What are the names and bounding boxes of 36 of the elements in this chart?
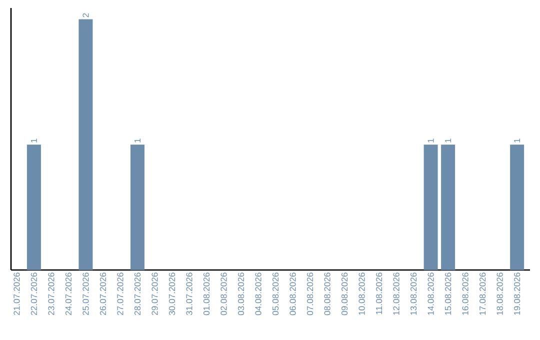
data-label: 1 — [514, 138, 520, 142]
x-tick-label: 25.07.2026 — [82, 272, 89, 316]
x-tick-label: 18.08.2026 — [496, 272, 503, 315]
x-tick-label: 22.07.2026 — [30, 272, 38, 316]
x-tick-label: 03.08.2026 — [238, 272, 244, 316]
data-label: 1 — [134, 138, 140, 142]
data-label: 1 — [445, 138, 452, 142]
x-tick-label: 17.08.2026 — [480, 272, 486, 315]
x-tick-label: 04.08.2026 — [255, 272, 262, 316]
x-tick-label: 02.08.2026 — [220, 272, 227, 316]
x-tick-label: 28.07.2026 — [134, 272, 141, 316]
x-tick-label: 05.08.2026 — [272, 272, 279, 316]
x-tick-label: 09.08.2026 — [341, 272, 348, 316]
x-tick-label: 01.08.2026 — [203, 272, 210, 316]
x-tick-label: 19.08.2026 — [514, 272, 520, 315]
x-tick-label: 29.07.2026 — [152, 272, 158, 316]
x-tick-label: 26.07.2026 — [100, 272, 106, 316]
data-label: 1 — [428, 138, 434, 142]
x-tick-label: 06.08.2026 — [290, 272, 296, 316]
x-tick-label: 12.08.2026 — [393, 272, 400, 315]
x-tick-label: 11.08.2026 — [376, 272, 382, 314]
data-label: 1 — [30, 138, 37, 142]
x-tick-label: 07.08.2026 — [306, 272, 314, 316]
x-tick-label: 08.08.2026 — [324, 272, 330, 316]
x-tick-label: 24.07.2026 — [65, 272, 72, 316]
x-tick-label: 14.08.2026 — [428, 272, 434, 315]
x-tick-label: 15.08.2026 — [445, 272, 452, 315]
x-tick-label: 16.08.2026 — [462, 272, 468, 315]
x-tick-label: 10.08.2026 — [358, 272, 365, 315]
x-tick-label: 27.07.2026 — [117, 272, 124, 316]
x-tick-label: 23.07.2026 — [48, 272, 54, 316]
x-tick-label: 13.08.2026 — [410, 272, 417, 315]
x-tick-label: 31.07.2026 — [186, 272, 192, 316]
x-tick-label: 21.07.2026 — [14, 272, 20, 316]
x-tick-label: 30.07.2026 — [168, 272, 176, 316]
data-label: 2 — [82, 13, 89, 18]
